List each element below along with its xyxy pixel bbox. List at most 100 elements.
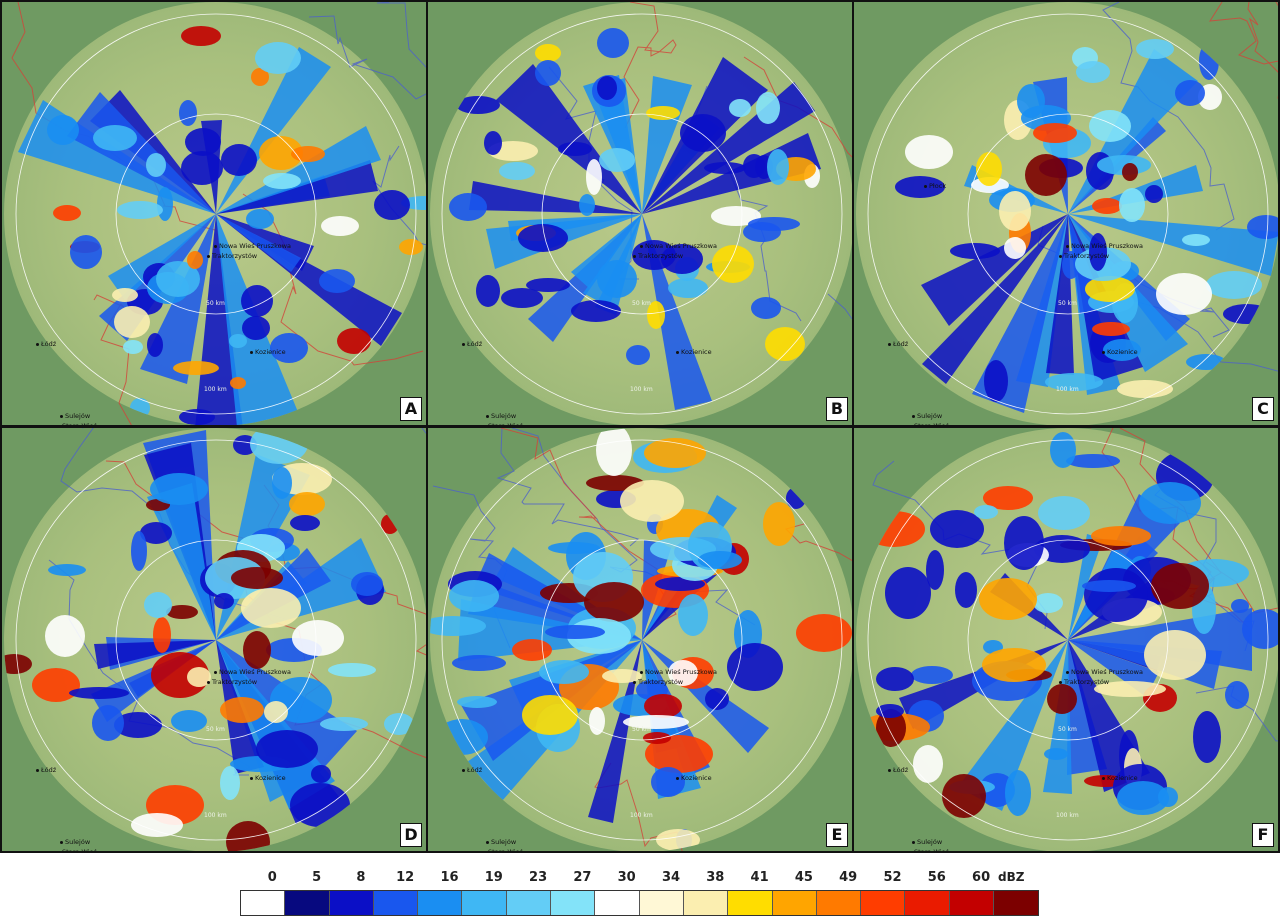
legend-tick-label: 30: [617, 870, 636, 885]
legend-tick-label: 34: [661, 870, 681, 885]
radar-map: [2, 2, 426, 425]
range-ring: [867, 13, 1269, 415]
city-label: Sulejów: [60, 412, 90, 420]
radar-panel-b: 50 km 100 km Łódź Kozienice Sulejów Stara Wie…: [426, 0, 854, 427]
city-label: Stara Wieś: [483, 422, 523, 425]
legend-tick-label: 49: [839, 870, 858, 885]
city-label: Kozienice: [676, 348, 712, 356]
range-ring: [15, 13, 417, 415]
city-label: Nowa Wieś Pruszkowa: [640, 668, 717, 676]
city-label: Nowa Wieś Pruszkowa: [1066, 668, 1143, 676]
city-label: Traktorzystów: [633, 252, 683, 260]
legend-swatch: [462, 891, 507, 915]
city-label: Kozienice: [1102, 774, 1138, 782]
legend-swatch: [949, 891, 995, 915]
city-label: Nowa Wieś Pruszkowa: [1066, 242, 1143, 250]
ring-label-100: 100 km: [1056, 386, 1079, 393]
city-label: Sulejów: [912, 838, 942, 846]
range-ring: [541, 539, 743, 741]
panel-letter: F: [1252, 823, 1274, 847]
panel-letter: B: [826, 397, 848, 421]
ring-label-50: 50 km: [206, 300, 225, 307]
city-label: Kozienice: [250, 348, 286, 356]
legend-tick-label: 19: [484, 870, 503, 885]
city-label: Płock: [924, 182, 946, 190]
city-label: Stara Wieś: [483, 848, 523, 851]
range-ring: [441, 13, 843, 415]
ring-label-50: 50 km: [632, 726, 651, 733]
city-label: Kozienice: [676, 774, 712, 782]
legend-tick-label: 41: [750, 870, 769, 885]
legend-swatch: [905, 891, 950, 915]
range-ring: [967, 113, 1169, 315]
legend-tick-label: 60: [972, 870, 991, 885]
city-label: Traktorzystów: [1059, 678, 1109, 686]
legend-swatch: [772, 891, 817, 915]
legend-swatch: [506, 891, 552, 915]
city-label: Traktorzystów: [633, 678, 683, 686]
range-ring: [967, 539, 1169, 741]
ring-label-50: 50 km: [206, 726, 225, 733]
city-label: Traktorzystów: [1059, 252, 1109, 260]
city-label: Łódź: [36, 766, 56, 774]
range-ring: [541, 113, 743, 315]
legend-tick-label: 23: [529, 870, 548, 885]
radar-map: [854, 2, 1278, 425]
city-label: Łódź: [888, 766, 908, 774]
city-label: Stara Wieś: [909, 422, 949, 425]
ring-label-100: 100 km: [630, 386, 653, 393]
ring-label-100: 100 km: [1056, 812, 1079, 819]
ring-label-100: 100 km: [630, 812, 653, 819]
radar-panel-a: 50 km 100 km Łódź Kozienice Sulejów Stara Wie…: [0, 0, 428, 427]
panel-letter: A: [400, 397, 422, 421]
city-label: Nowa Wieś Pruszkowa: [640, 242, 717, 250]
ring-label-100: 100 km: [204, 812, 227, 819]
radar-map: [428, 428, 852, 851]
range-ring: [441, 439, 843, 841]
city-label: Stara Wieś: [57, 848, 97, 851]
legend-swatch: [329, 891, 374, 915]
legend-tick-label: 56: [927, 870, 946, 885]
city-label: Nowa Wieś Pruszkowa: [214, 242, 291, 250]
legend-swatch: [241, 891, 286, 915]
legend-swatch: [639, 891, 684, 915]
legend-tick-label: 27: [573, 870, 592, 885]
legend-tick-label: 0: [267, 870, 277, 885]
city-label: Traktorzystów: [207, 252, 257, 260]
radar-echoes: [430, 428, 852, 851]
color-legend: 0 5 8 12 16 19 23 27 30 34 38 41 45 49 52 56 60 dBZ: [240, 862, 1040, 918]
city-label: Stara Wieś: [57, 422, 97, 425]
city-label: Sulejów: [486, 412, 516, 420]
ring-label-50: 50 km: [1058, 726, 1077, 733]
legend-swatch: [683, 891, 729, 915]
radar-panel-d: 50 km 100 km Łódź Kozienice Sulejów Stara Wie…: [0, 426, 428, 853]
city-label: Sulejów: [60, 838, 90, 846]
city-label: Traktorzystów: [207, 678, 257, 686]
ring-label-100: 100 km: [204, 386, 227, 393]
legend-swatch: [551, 891, 596, 915]
panel-letter: E: [826, 823, 848, 847]
city-label: Sulejów: [912, 412, 942, 420]
legend-tick-label: 16: [440, 870, 459, 885]
legend-swatch: [728, 891, 773, 915]
legend-swatch: [285, 891, 330, 915]
city-label: Stara Wieś: [909, 848, 949, 851]
legend-tick-label: 8: [356, 870, 366, 885]
radar-panel-e: 50 km 100 km Łódź Kozienice Sulejów Stara Wie…: [426, 426, 854, 853]
city-label: Kozienice: [1102, 348, 1138, 356]
radar-map: [2, 428, 426, 851]
ring-label-50: 50 km: [1058, 300, 1077, 307]
panel-letter: C: [1252, 397, 1274, 421]
city-label: Sulejów: [486, 838, 516, 846]
legend-swatches: [240, 890, 1040, 916]
radar-echoes: [4, 428, 414, 851]
panel-letter: D: [400, 823, 422, 847]
city-label: Łódź: [462, 766, 482, 774]
legend-tick-label: 52: [883, 870, 902, 885]
legend-swatch: [816, 891, 862, 915]
legend-tick-label: 5: [312, 870, 322, 885]
range-ring: [867, 439, 1269, 841]
legend-swatch: [994, 891, 1039, 915]
radar-panel-f: 50 km 100 km Łódź Kozienice Sulejów Stara Wie…: [852, 426, 1280, 853]
radar-panel-c: 50 km 100 km Łódź Kozienice Sulejów Stara Wie…: [852, 0, 1280, 427]
